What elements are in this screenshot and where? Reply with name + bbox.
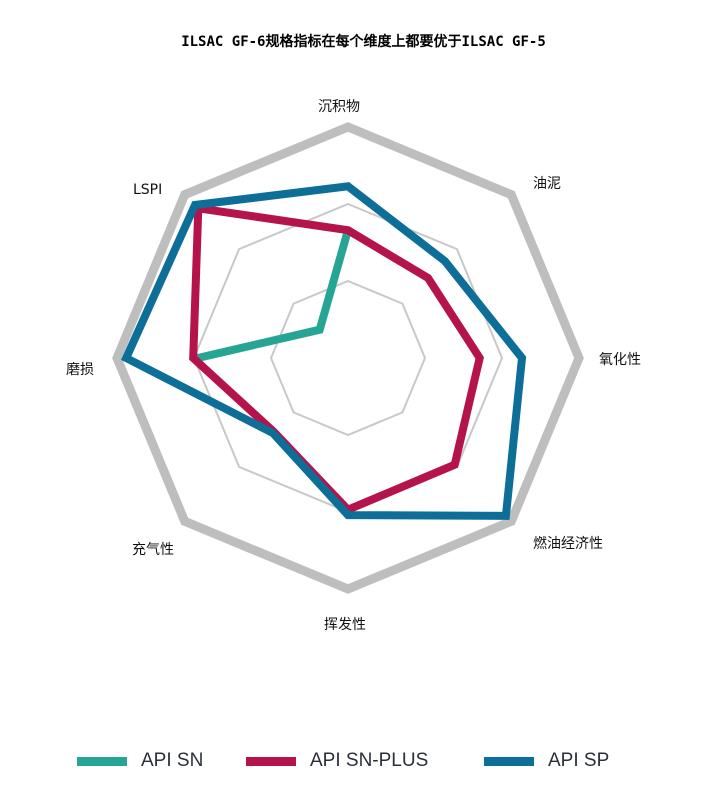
axis-label-wear: 磨损: [66, 362, 94, 378]
series-api-sn: [196, 229, 352, 362]
radar-grid: [112, 122, 584, 594]
axis-label-lspi: LSPI: [133, 182, 163, 198]
axis-label-volatility: 挥发性: [324, 617, 366, 633]
grid-ring-outer: [112, 122, 584, 594]
axis-label-fuel-economy: 燃油经济性: [533, 536, 603, 552]
radar-series: [120, 182, 527, 520]
legend-swatch-api-sn-plus: [246, 756, 296, 766]
legend-item-api-sn-plus[interactable]: API SN-PLUS: [246, 744, 428, 778]
legend-label: API SP: [548, 750, 610, 771]
legend-item-api-sn[interactable]: API SN: [77, 744, 203, 778]
legend-swatch-api-sp: [484, 756, 534, 766]
axis-label-deposits: 沉积物: [318, 99, 360, 115]
legend-swatch-api-sn: [77, 756, 127, 766]
legend: API SN API SN-PLUS API SP: [0, 744, 727, 778]
chart-title: ILSAC GF-6规格指标在每个维度上都要优于ILSAC GF-5: [181, 34, 546, 50]
axis-label-aeration: 充气性: [132, 542, 174, 558]
legend-item-api-sp[interactable]: API SP: [484, 744, 609, 778]
axis-label-sludge: 油泥: [533, 176, 561, 192]
legend-label: API SN: [141, 750, 204, 771]
axis-label-oxidation: 氧化性: [599, 352, 641, 368]
legend-label: API SN-PLUS: [310, 750, 429, 771]
series-api-sp: [120, 182, 527, 520]
grid-ring: [269, 279, 427, 437]
